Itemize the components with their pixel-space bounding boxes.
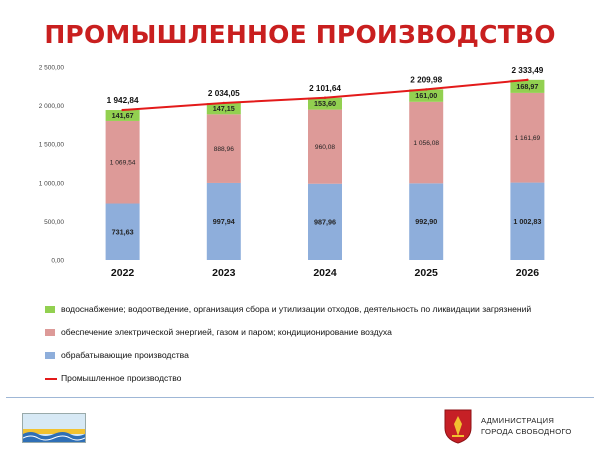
bar-segment-energy	[308, 109, 342, 184]
bar-segment-energy	[105, 120, 140, 204]
data-label-energy: 1 056,08	[413, 140, 439, 147]
legend-item-total: Промышленное производство	[45, 371, 595, 394]
data-label-water: 161,00	[415, 91, 437, 100]
total-data-label: 2 209,98	[410, 75, 442, 84]
coat-of-arms-icon	[443, 408, 473, 444]
admin-line-1: АДМИНИСТРАЦИЯ	[481, 416, 555, 425]
x-tick-label: 2022	[111, 267, 135, 279]
bar-segment-manufacturing	[105, 203, 140, 260]
legend-item-manufacturing: обрабатывающие производства	[45, 348, 595, 371]
data-label-energy: 888,96	[214, 146, 235, 153]
legend-label-water: водоснабжение; водоотведение, организаци…	[61, 304, 532, 314]
bar-segment-manufacturing	[510, 182, 545, 260]
total-data-label: 2 034,05	[208, 89, 240, 98]
total-production-point	[526, 78, 529, 82]
legend-swatch-energy	[45, 329, 55, 336]
x-tick-label: 2024	[313, 267, 337, 279]
legend-swatch-manufacturing	[45, 352, 55, 359]
y-tick-label: 2 000,00	[39, 103, 65, 110]
bar-segment-water	[409, 89, 444, 102]
data-label-water: 147,15	[213, 104, 235, 113]
total-data-label: 1 942,84	[107, 96, 139, 105]
bar-segment-manufacturing	[206, 182, 241, 260]
y-tick-label: 500,00	[44, 219, 64, 226]
data-label-manufacturing: 731,63	[112, 227, 134, 236]
data-label-water: 153,60	[314, 99, 336, 108]
total-production-point	[425, 88, 428, 91]
admin-line-2: ГОРОДА СВОБОДНОГО	[481, 427, 572, 436]
data-label-water: 168,97	[516, 82, 538, 91]
y-tick-label: 1 500,00	[39, 142, 65, 149]
data-label-energy: 960,08	[315, 144, 336, 151]
industrial-production-chart: 0,00 500,00 1 000,00 1 500,00 2 000,00 2 500,…	[39, 65, 545, 279]
x-tick-label: 2025	[415, 267, 439, 279]
x-tick-label: 2023	[212, 267, 236, 279]
total-production-point	[222, 101, 225, 105]
city-flag-icon	[22, 413, 86, 443]
y-tick-label: 2 500,00	[39, 65, 65, 72]
total-production-point	[323, 96, 327, 99]
total-production-point	[121, 108, 124, 112]
legend-item-water: водоснабжение; водоотведение, организаци…	[45, 302, 595, 325]
y-tick-label: 1 000,00	[39, 180, 65, 187]
legend-label-total: Промышленное производство	[61, 373, 182, 383]
bar-segment-energy	[206, 114, 241, 183]
bar-segment-water	[206, 102, 241, 115]
bar-segment-energy	[510, 92, 545, 183]
administration-caption: АДМИНИСТРАЦИЯ ГОРОДА СВОБОДНОГО	[481, 415, 572, 437]
data-label-manufacturing: 992,90	[415, 217, 437, 226]
legend-swatch-water	[45, 306, 55, 313]
bar-segment-water	[105, 110, 140, 121]
bar-segment-energy	[409, 101, 444, 184]
data-label-energy: 1 069,54	[110, 160, 136, 167]
bar-segment-water	[510, 79, 545, 93]
legend-item-energy: обеспечение электрической энергией, газо…	[45, 325, 595, 348]
bar-segment-manufacturing	[409, 183, 444, 260]
legend-line-total	[45, 378, 57, 380]
bar-segment-water	[308, 97, 342, 110]
bar-segment-manufacturing	[308, 183, 342, 260]
data-label-water: 141,67	[112, 111, 134, 120]
total-data-label: 2 333,49	[511, 66, 543, 75]
chart-legend: водоснабжение; водоотведение, организаци…	[45, 302, 595, 394]
y-tick-label: 0,00	[51, 258, 64, 265]
footer-divider	[6, 397, 594, 398]
legend-label-manufacturing: обрабатывающие производства	[61, 350, 189, 360]
data-label-energy: 1 161,69	[515, 135, 541, 142]
data-label-manufacturing: 1 002,83	[513, 217, 541, 226]
data-label-manufacturing: 987,96	[314, 217, 336, 226]
page-title: ПРОМЫШЛЕННОЕ ПРОИЗВОДСТВО	[44, 20, 556, 49]
data-label-manufacturing: 997,94	[213, 217, 235, 226]
legend-label-energy: обеспечение электрической энергией, газо…	[61, 327, 392, 337]
x-tick-label: 2026	[516, 267, 540, 279]
total-data-label: 2 101,64	[309, 84, 341, 93]
